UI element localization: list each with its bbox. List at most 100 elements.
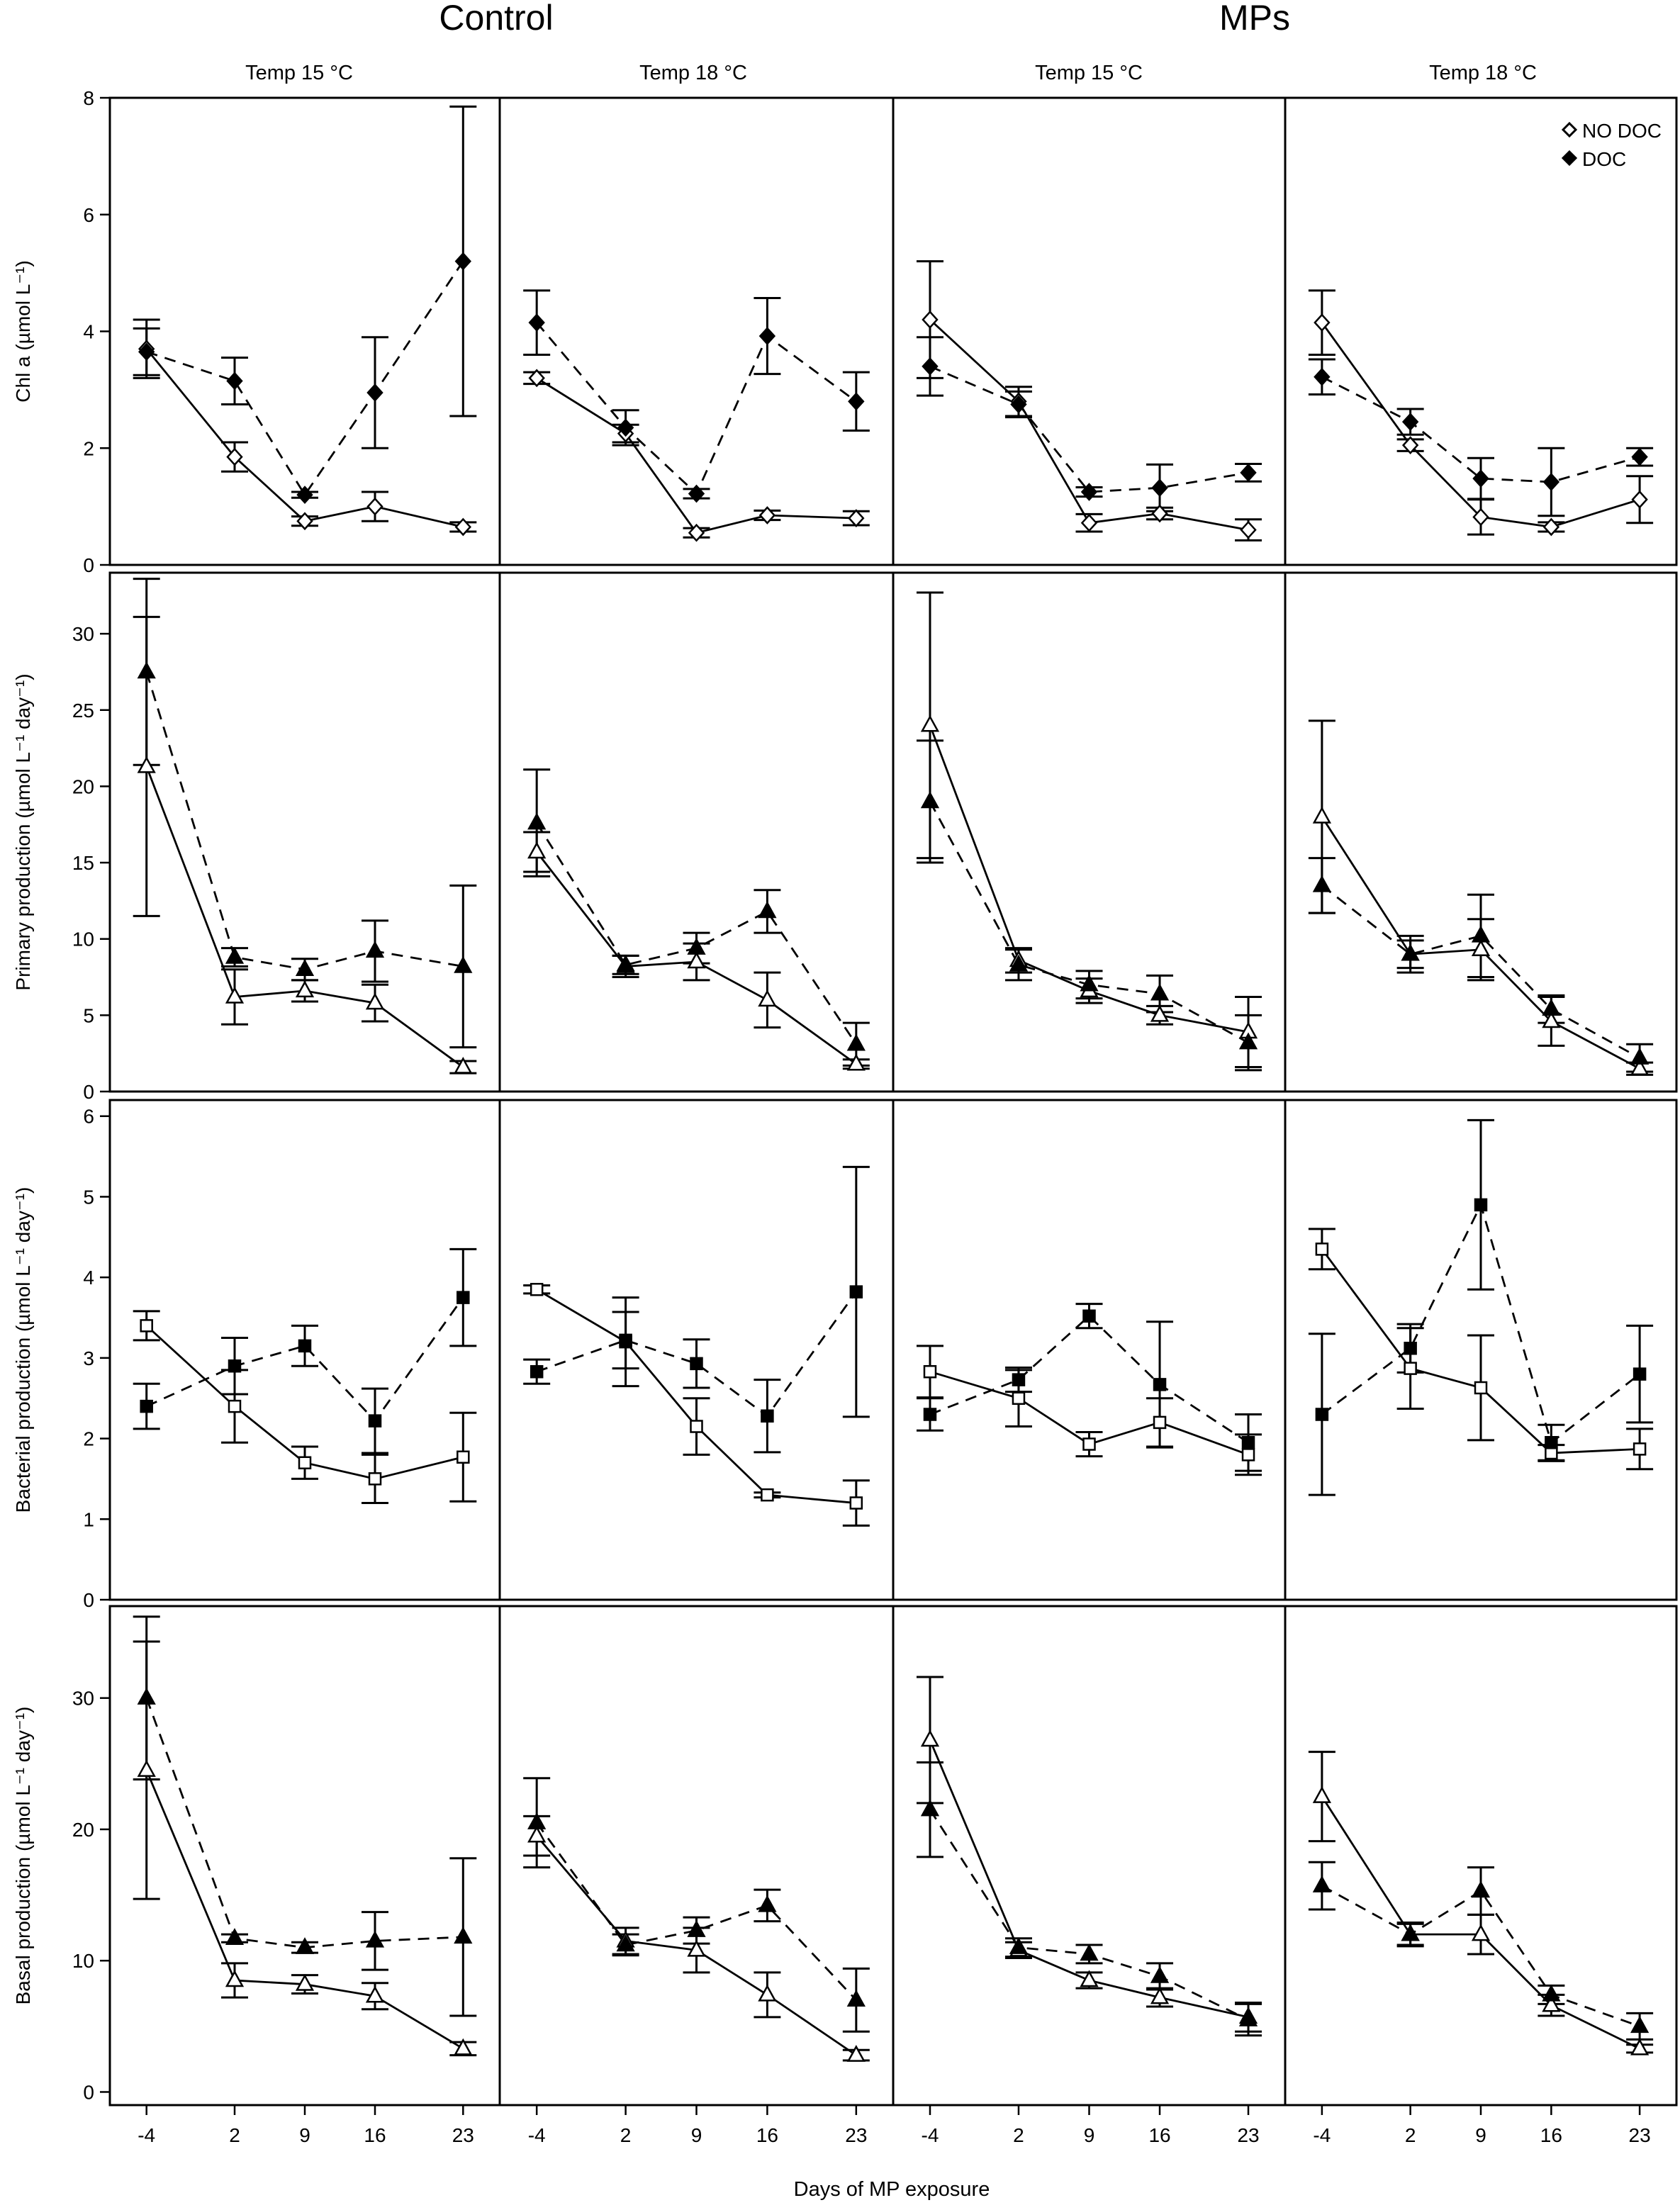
x-axis-label: Days of MP exposure: [794, 2178, 990, 2201]
data-point: [1012, 1391, 1026, 1405]
y-tick-label: 0: [83, 1589, 94, 1611]
x-tick-label: 9: [1475, 2124, 1486, 2146]
data-point: [228, 1399, 242, 1413]
data-point: [1471, 1924, 1491, 1941]
data-point: [228, 1359, 242, 1373]
data-point: [1312, 1875, 1332, 1892]
x-tick-label: -4: [922, 2124, 939, 2146]
x-tick-label: 23: [1237, 2124, 1259, 2146]
panel-frame: [108, 1605, 501, 2107]
data-point: [849, 1496, 863, 1510]
data-point: [920, 714, 940, 732]
data-point: [137, 1759, 156, 1777]
data-point: [366, 497, 383, 516]
data-point: [616, 954, 635, 972]
data-point: [295, 1973, 315, 1991]
data-point: [1631, 490, 1648, 509]
data-point: [137, 661, 156, 679]
series-line: [536, 1822, 857, 2001]
x-tick-label: 23: [845, 2124, 867, 2146]
data-point: [1314, 313, 1331, 332]
data-point: [1631, 447, 1648, 466]
data-point: [1080, 974, 1099, 992]
panel-frame: [108, 571, 501, 1093]
data-point: [920, 1729, 940, 1747]
y-tick-label: 0: [83, 2081, 94, 2103]
data-point: [761, 1409, 774, 1423]
panel-title-3: Temp 15 °C: [1035, 62, 1143, 84]
y-tick-label: 4: [83, 1267, 94, 1289]
data-point: [1401, 1924, 1420, 1941]
y-tick-label: 30: [72, 1688, 94, 1710]
data-point: [365, 1930, 385, 1948]
data-point: [1012, 1373, 1026, 1386]
y-tick-label: 5: [83, 1186, 94, 1208]
y-tick-label: 6: [83, 204, 94, 226]
data-point: [758, 1895, 777, 1912]
y-axis-label: Chl a (µmol L⁻¹): [12, 260, 34, 403]
series-line: [1321, 376, 1640, 483]
y-axis-label: Basal production (µmol L⁻¹ day⁻¹): [12, 1707, 34, 2005]
data-point: [690, 1420, 703, 1433]
data-point: [1545, 1436, 1558, 1449]
data-point: [226, 447, 243, 466]
data-point: [1474, 1381, 1488, 1395]
series-line: [145, 1698, 464, 1949]
y-tick-label: 15: [72, 852, 94, 874]
data-point: [1080, 513, 1098, 532]
series-line: [145, 1770, 464, 2050]
data-point: [1150, 983, 1170, 1001]
data-point: [1542, 999, 1561, 1016]
data-point: [616, 1934, 635, 1952]
data-point: [457, 1291, 470, 1304]
data-point: [366, 383, 383, 402]
data-point: [1472, 469, 1489, 488]
legend-open-diamond-icon: [1561, 121, 1578, 138]
data-point: [758, 989, 777, 1007]
legend-label-doc: DOC: [1582, 148, 1626, 170]
data-point: [1151, 478, 1168, 498]
x-tick-label: 16: [1148, 2124, 1170, 2146]
data-point: [687, 1920, 706, 1937]
data-point: [1542, 1011, 1561, 1028]
data-point: [296, 512, 313, 531]
data-point: [758, 506, 776, 525]
data-point: [296, 486, 313, 505]
data-point: [848, 392, 865, 411]
data-point: [1401, 413, 1419, 432]
data-point: [298, 1339, 312, 1353]
panel-title-1: Temp 15 °C: [245, 62, 353, 84]
data-point: [295, 1937, 315, 1954]
data-point: [454, 955, 473, 973]
y-tick-label: 30: [72, 623, 94, 645]
data-point: [920, 791, 940, 809]
data-point: [138, 342, 155, 361]
data-point: [1312, 875, 1332, 892]
data-point: [1542, 1995, 1561, 2012]
panel-frame: [1284, 96, 1678, 566]
y-tick-label: 6: [83, 1106, 94, 1128]
data-point: [687, 951, 706, 969]
data-point: [1153, 1378, 1167, 1391]
data-point: [1150, 1004, 1170, 1022]
x-tick-label: -4: [528, 2124, 546, 2146]
data-point: [1472, 507, 1489, 527]
y-tick-label: 10: [72, 929, 94, 950]
legend-label-no-doc: NO DOC: [1582, 120, 1662, 142]
data-point: [923, 1364, 937, 1379]
data-point: [758, 901, 777, 919]
data-point: [1080, 1943, 1099, 1961]
legend-filled-diamond-icon: [1561, 150, 1578, 167]
data-point: [225, 946, 245, 964]
data-point: [368, 1472, 382, 1486]
data-point: [846, 2045, 866, 2062]
data-point: [1240, 520, 1257, 539]
data-point: [688, 523, 705, 542]
data-point: [365, 941, 385, 958]
y-tick-label: 20: [72, 775, 94, 797]
data-point: [1238, 2009, 1258, 2026]
data-point: [1542, 517, 1560, 537]
